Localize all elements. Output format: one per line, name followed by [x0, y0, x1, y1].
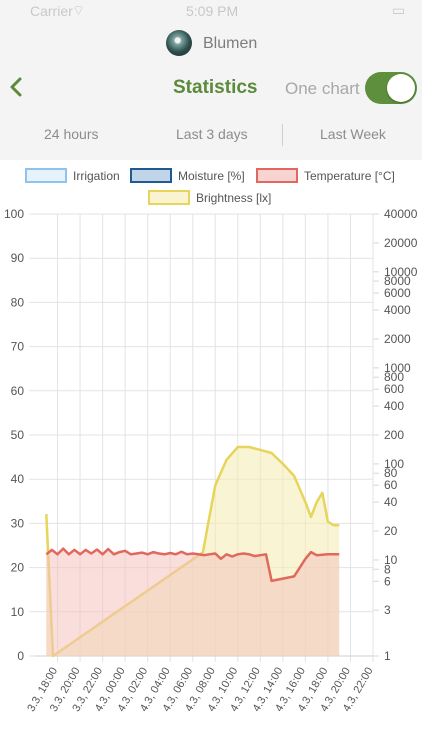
tab-24-hours[interactable]: 24 hours: [44, 126, 99, 142]
y-right-tick-label: 400: [384, 399, 404, 413]
y-right-tick-label: 20000: [384, 236, 418, 250]
y-right-tick-label: 10000: [384, 265, 418, 279]
legend-label-irrigation[interactable]: Irrigation: [73, 169, 120, 183]
legend-label-brightness[interactable]: Brightness [lx]: [196, 191, 272, 205]
series-line: [45, 547, 340, 583]
y-left-tick-label: 30: [11, 516, 25, 530]
y-right-tick-label: 6000: [384, 286, 411, 300]
legend-swatch-temperature[interactable]: [256, 168, 298, 183]
clock-label: 5:09 PM: [186, 3, 239, 19]
y-right-tick-label: 800: [384, 370, 404, 384]
header-area: [0, 0, 422, 160]
y-right-tick-label: 100: [384, 457, 404, 471]
carrier-label: Carrier: [30, 3, 73, 19]
y-left-tick-label: 20: [11, 561, 25, 575]
y-left-tick-label: 10: [11, 605, 25, 619]
y-right-tick-label: 80: [384, 466, 398, 480]
battery-icon: ▭: [392, 2, 406, 18]
one-chart-label: One chart: [285, 79, 360, 98]
y-left-tick-label: 60: [11, 384, 25, 398]
y-left-tick-label: 100: [4, 207, 24, 221]
y-right-tick-label: 60: [384, 478, 398, 492]
back-chevron-icon[interactable]: [8, 73, 26, 101]
y-right-tick-label: 4000: [384, 303, 411, 317]
one-chart-toggle[interactable]: [365, 72, 417, 104]
page-title: Statistics: [173, 77, 258, 98]
legend-swatch-moisture[interactable]: [130, 168, 172, 183]
toggle-knob: [387, 74, 415, 102]
y-left-tick-label: 80: [11, 295, 25, 309]
wifi-icon: ⌔: [72, 2, 86, 18]
segment-divider: [282, 124, 283, 146]
y-left-tick-label: 50: [11, 428, 25, 442]
y-left-tick-label: 0: [17, 649, 24, 663]
tab-last-week[interactable]: Last Week: [320, 126, 386, 142]
y-right-tick-label: 8: [384, 562, 391, 576]
y-left-tick-label: 70: [11, 340, 25, 354]
y-right-tick-label: 20: [384, 524, 398, 538]
legend-swatch-brightness[interactable]: [148, 190, 190, 205]
y-right-tick-label: 1: [384, 649, 391, 663]
legend-label-temperature[interactable]: Temperature [°C]: [304, 169, 395, 183]
y-left-tick-label: 40: [11, 472, 25, 486]
plant-name: Blumen: [203, 35, 258, 52]
y-right-tick-label: 10: [384, 553, 398, 567]
series-line: [45, 445, 340, 658]
y-right-tick-label: 8000: [384, 274, 411, 288]
plant-avatar: [166, 30, 192, 56]
status-bar: Carrier ⌔ 5:09 PM ▭: [0, 0, 422, 22]
legend-swatch-irrigation[interactable]: [25, 168, 67, 183]
legend-label-moisture[interactable]: Moisture [%]: [178, 169, 245, 183]
y-right-tick-label: 6: [384, 574, 391, 588]
y-right-tick-label: 200: [384, 428, 404, 442]
series-area: [46, 548, 340, 656]
y-right-tick-label: 3: [384, 603, 391, 617]
y-right-tick-label: 600: [384, 382, 404, 396]
tab-last-3-days[interactable]: Last 3 days: [176, 126, 248, 142]
y-left-tick-label: 90: [11, 251, 25, 265]
y-right-tick-label: 40: [384, 495, 398, 509]
y-right-tick-label: 2000: [384, 332, 411, 346]
y-right-tick-label: 40000: [384, 207, 418, 221]
y-right-tick-label: 1000: [384, 361, 411, 375]
